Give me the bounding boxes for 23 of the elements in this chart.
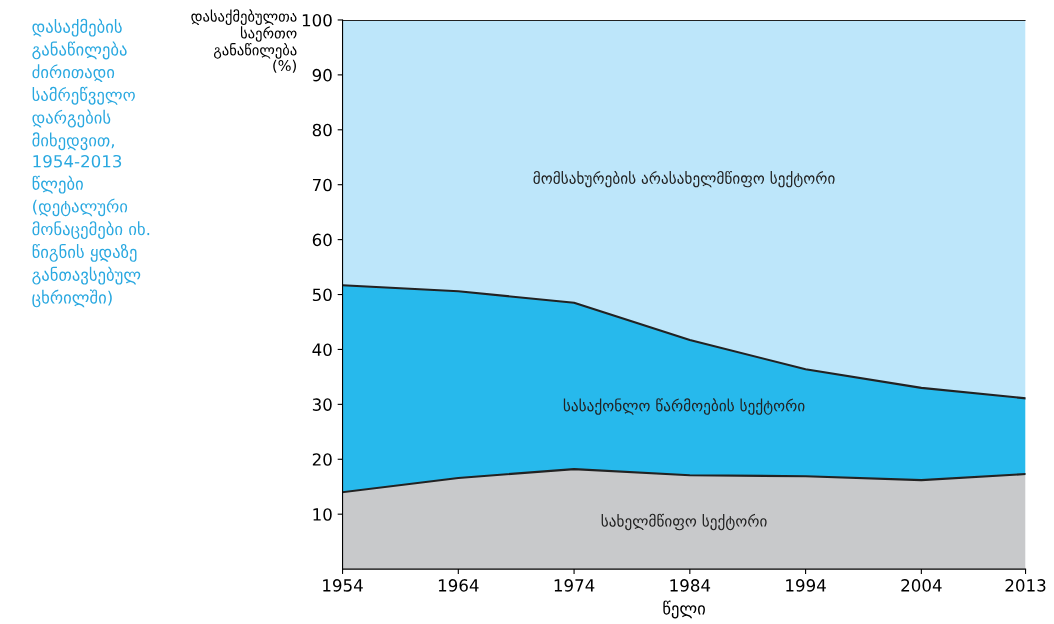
y-tick-label: 20	[312, 453, 332, 466]
x-axis-title: წელი	[663, 600, 705, 619]
x-tick-label: 2013	[1005, 579, 1046, 592]
series-label: სახელმწიფო სექტორი	[601, 513, 767, 531]
chart-title: დასაქმების განაწილება ძირითადი სამრეწველო დარგების მიხედვით, 1954-2013 წლები (დეტალური მონაცემები იხ. წიგნის ყდაზე განთავსებულ ცხრილში)	[32, 18, 150, 308]
x-tick-label: 2004	[901, 579, 942, 592]
x-tick-label: 1984	[670, 579, 711, 592]
series-label: მომსახურების არასახელმწიფო სექტორი	[533, 170, 835, 188]
y-tick-label: 70	[312, 178, 332, 192]
x-tick-label: 1974	[554, 579, 595, 592]
x-tick-label: 1964	[438, 579, 479, 592]
y-tick-label: 10	[313, 508, 332, 521]
y-tick-label: 100	[302, 13, 332, 27]
y-tick-label: 80	[312, 123, 332, 137]
y-tick-label: 40	[312, 343, 332, 357]
y-tick-label: 60	[312, 233, 332, 247]
y-tick-label: 90	[312, 68, 332, 82]
x-tick-label: 1994	[786, 579, 826, 592]
series-label: სასაქონლო წარმოების სექტორი	[563, 398, 805, 415]
y-axis-title: დასაქმებულთა საერთო განაწილება (%)	[191, 9, 297, 73]
x-tick-label: 1954	[323, 579, 363, 592]
y-tick-label: 30	[312, 398, 332, 411]
y-tick-label: 50	[312, 288, 332, 302]
